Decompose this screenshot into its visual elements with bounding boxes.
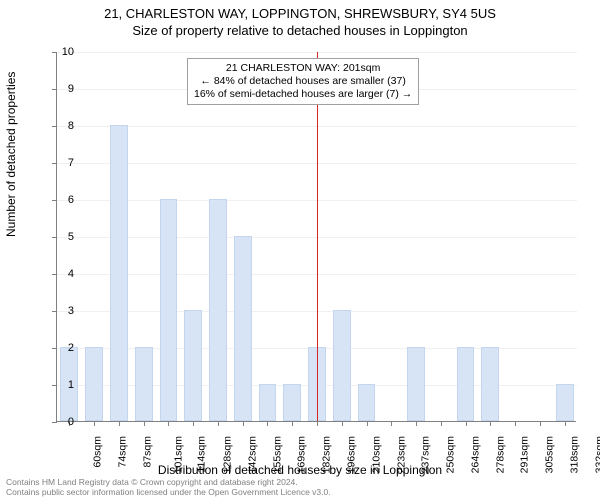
bar: [135, 347, 153, 421]
bar: [333, 310, 351, 421]
ytick-label: 7: [50, 157, 74, 169]
bar: [457, 347, 475, 421]
xtick-label: 87sqm: [141, 436, 153, 468]
bar: [234, 236, 252, 421]
xtick-label: 155sqm: [271, 436, 283, 473]
xtick-mark: [243, 421, 244, 426]
xtick-mark: [168, 421, 169, 426]
xtick-mark: [565, 421, 566, 426]
xtick-label: 142sqm: [246, 436, 258, 473]
bar: [209, 199, 227, 421]
xtick-label: 237sqm: [420, 436, 432, 473]
bar: [259, 384, 277, 421]
info-box-line: 16% of semi-detached houses are larger (…: [194, 88, 412, 101]
xtick-label: 223sqm: [395, 436, 407, 473]
plot-wrap: 21 CHARLESTON WAY: 201sqm← 84% of detach…: [56, 52, 576, 422]
xtick-label: 318sqm: [568, 436, 580, 473]
xtick-label: 74sqm: [117, 436, 129, 468]
xtick-label: 291sqm: [519, 436, 531, 473]
xtick-label: 278sqm: [494, 436, 506, 473]
xtick-mark: [267, 421, 268, 426]
xtick-mark: [367, 421, 368, 426]
xtick-label: 264sqm: [469, 436, 481, 473]
bar: [358, 384, 376, 421]
xtick-mark: [515, 421, 516, 426]
xtick-label: 114sqm: [196, 436, 208, 473]
xtick-mark: [416, 421, 417, 426]
xtick-mark: [540, 421, 541, 426]
xtick-mark: [193, 421, 194, 426]
chart-container: 21, CHARLESTON WAY, LOPPINGTON, SHREWSBU…: [0, 0, 600, 500]
xtick-mark: [441, 421, 442, 426]
bar: [407, 347, 425, 421]
ytick-label: 6: [50, 194, 74, 206]
xtick-mark: [466, 421, 467, 426]
y-axis-label: Number of detached properties: [4, 72, 18, 237]
bar: [110, 125, 128, 421]
ytick-label: 4: [50, 268, 74, 280]
ytick-label: 2: [50, 342, 74, 354]
xtick-label: 101sqm: [172, 436, 184, 473]
info-box-line: 21 CHARLESTON WAY: 201sqm: [194, 62, 412, 75]
xtick-mark: [94, 421, 95, 426]
xtick-label: 60sqm: [92, 436, 104, 468]
ytick-label: 9: [50, 83, 74, 95]
info-box: 21 CHARLESTON WAY: 201sqm← 84% of detach…: [187, 58, 419, 105]
ytick-label: 8: [50, 120, 74, 132]
chart-subtitle: Size of property relative to detached ho…: [0, 21, 600, 38]
xtick-mark: [490, 421, 491, 426]
xtick-label: 332sqm: [593, 436, 600, 473]
xtick-label: 128sqm: [222, 436, 234, 473]
xtick-mark: [391, 421, 392, 426]
xtick-mark: [317, 421, 318, 426]
xtick-label: 169sqm: [296, 436, 308, 473]
xtick-label: 305sqm: [543, 436, 555, 473]
xtick-mark: [342, 421, 343, 426]
footer-attribution: Contains HM Land Registry data © Crown c…: [6, 478, 331, 498]
ytick-label: 5: [50, 231, 74, 243]
footer-line-2: Contains public sector information licen…: [6, 488, 331, 498]
xtick-label: 182sqm: [321, 436, 333, 473]
xtick-label: 196sqm: [345, 436, 357, 473]
bar: [85, 347, 103, 421]
ytick-label: 1: [50, 379, 74, 391]
xtick-mark: [218, 421, 219, 426]
bar: [481, 347, 499, 421]
ytick-label: 10: [50, 46, 74, 58]
ytick-label: 0: [50, 416, 74, 428]
ytick-label: 3: [50, 305, 74, 317]
bar: [283, 384, 301, 421]
plot-area: 21 CHARLESTON WAY: 201sqm← 84% of detach…: [56, 52, 576, 422]
chart-title: 21, CHARLESTON WAY, LOPPINGTON, SHREWSBU…: [0, 0, 600, 21]
info-box-line: ← 84% of detached houses are smaller (37…: [194, 75, 412, 88]
reference-line: [317, 52, 318, 421]
bar: [160, 199, 178, 421]
xtick-mark: [292, 421, 293, 426]
xtick-label: 250sqm: [444, 436, 456, 473]
xtick-mark: [144, 421, 145, 426]
bar: [556, 384, 574, 421]
xtick-label: 210sqm: [370, 436, 382, 473]
bar: [184, 310, 202, 421]
xtick-mark: [119, 421, 120, 426]
